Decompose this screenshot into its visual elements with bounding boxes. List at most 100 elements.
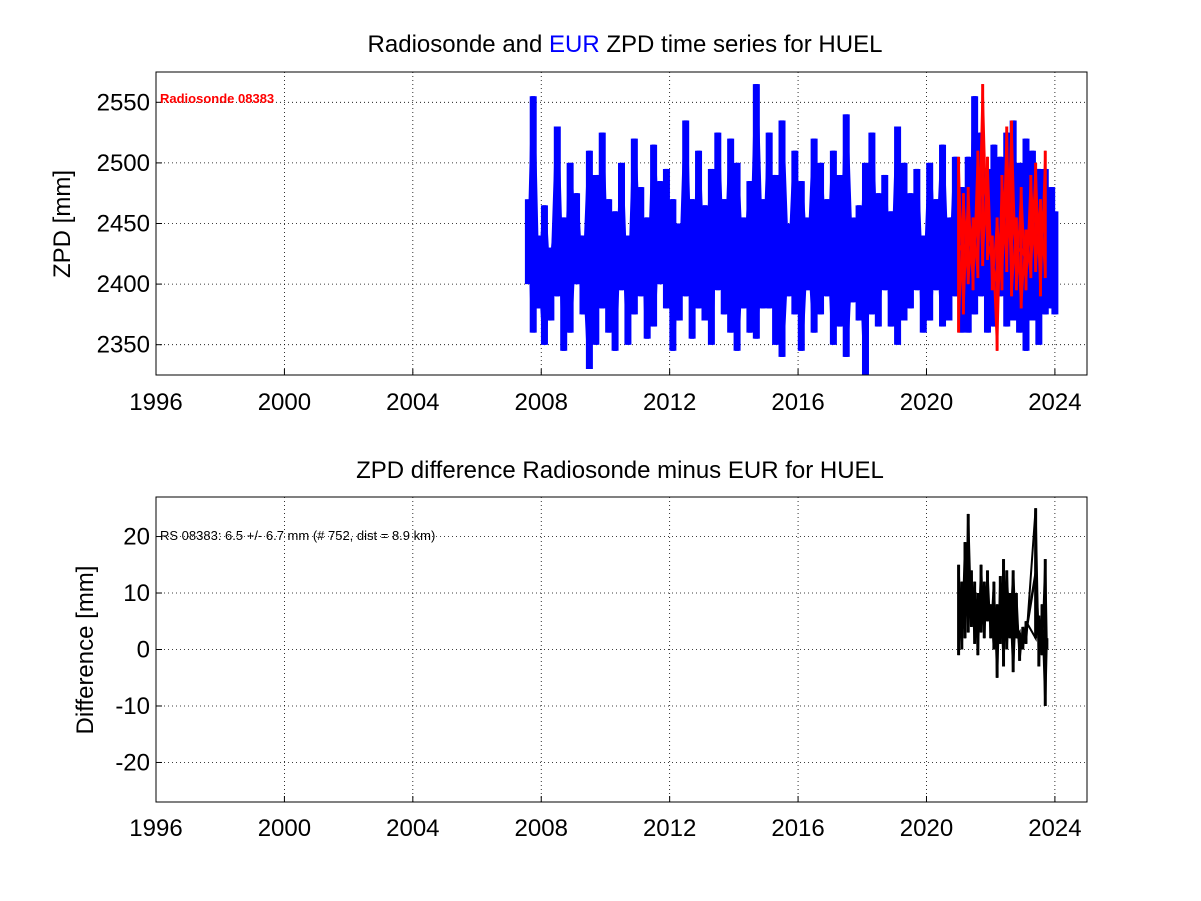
data-segment [625, 138, 637, 345]
data-segment [972, 150, 979, 291]
data-segment [638, 187, 650, 339]
data-segment [927, 162, 939, 321]
x-tick-label: 2008 [515, 815, 568, 842]
x-tick-label: 2000 [258, 815, 311, 842]
data-segment [818, 162, 829, 315]
data-segment [1034, 162, 1042, 297]
series-top-0 [524, 84, 1059, 376]
x-tick-labels-top: 1996 2000 2004 2008 2012 2016 2020 2024 [129, 389, 1081, 416]
data-segment [991, 217, 999, 351]
data-segment [1044, 559, 1048, 707]
x-tick-label: 2004 [386, 389, 439, 416]
series-top-1 [957, 84, 1047, 351]
x-tick-label: 1996 [129, 389, 182, 416]
chart-title-top-part2: EUR [549, 31, 600, 58]
zpd-timeseries-panel: Radiosonde and EUR ZPD time series for H… [49, 31, 1088, 416]
data-segment [805, 138, 817, 333]
data-segment [996, 576, 1002, 678]
x-tick-label: 2016 [771, 389, 824, 416]
data-segment [812, 138, 823, 333]
zpd-difference-panel: ZPD difference Radiosonde minus EUR for … [72, 457, 1088, 842]
data-segment [999, 559, 1005, 667]
data-segment [593, 132, 605, 345]
data-segment [1025, 508, 1037, 644]
data-segment [536, 205, 547, 345]
plot-frame-bottom [155, 496, 1088, 803]
data-segment [960, 542, 967, 650]
data-segment [1025, 174, 1032, 291]
data-segment [696, 150, 707, 321]
data-segment [658, 168, 669, 309]
data-segment [715, 132, 727, 315]
chart-title-bottom: ZPD difference Radiosonde minus EUR for … [356, 457, 884, 484]
series-top [524, 84, 1059, 376]
data-segment [1015, 187, 1023, 309]
x-tick-label: 2024 [1028, 815, 1081, 842]
data-segment [981, 84, 989, 266]
annotation-radiosonde: Radiosonde 08383 [160, 91, 274, 106]
x-tick-label: 2012 [643, 389, 696, 416]
data-segment [921, 162, 932, 333]
data-segment [531, 96, 541, 333]
data-segment [773, 120, 785, 357]
data-segment [747, 84, 759, 339]
x-tick-label: 2016 [771, 815, 824, 842]
data-segment [1018, 626, 1024, 661]
data-segment [983, 570, 989, 639]
data-segment [792, 150, 804, 351]
data-segment [1000, 126, 1008, 291]
x-tick-label: 2000 [258, 389, 311, 416]
series-bottom-0 [957, 508, 1049, 707]
y-tick-label: 2350 [97, 332, 150, 359]
x-tick-label: 2020 [900, 389, 953, 416]
data-segment [568, 162, 579, 333]
data-segment [1049, 187, 1057, 315]
data-segment [850, 205, 862, 321]
data-segment [1034, 508, 1040, 667]
y-tick-label: 2500 [97, 150, 150, 177]
data-segment [989, 581, 995, 650]
data-segment [632, 138, 643, 315]
y-tick-label: -20 [115, 749, 150, 776]
data-segment [992, 581, 999, 678]
data-segment [760, 132, 772, 309]
data-segment [548, 126, 560, 321]
data-segment [735, 162, 746, 351]
y-tick-label: 20 [123, 524, 150, 551]
y-tick-label: 2550 [97, 89, 150, 116]
y-tick-labels-bottom: -20 -10 0 10 20 [115, 524, 150, 777]
data-segment [1041, 559, 1047, 707]
data-segment [831, 150, 842, 345]
y-tick-label: 10 [123, 580, 150, 607]
data-segment [962, 187, 970, 315]
x-tick-label: 2008 [515, 389, 568, 416]
data-segment [964, 513, 970, 639]
data-segment [767, 132, 778, 345]
data-segment [683, 120, 695, 339]
data-segment [587, 150, 598, 370]
data-segment [895, 126, 907, 345]
data-segment [677, 120, 688, 321]
data-segment [1012, 570, 1018, 673]
x-tick-label: 2020 [900, 815, 953, 842]
y-tick-label: 2400 [97, 271, 150, 298]
y-axis-label-top: ZPD [mm] [49, 170, 76, 278]
plot-frame-top [155, 71, 1088, 376]
y-axis-label-bottom: Difference [mm] [72, 566, 99, 735]
data-segment [690, 150, 701, 339]
chart-title-top-part1: Radiosonde and [368, 31, 549, 58]
x-tick-labels-bottom: 1996 2000 2004 2008 2012 2016 2020 2024 [129, 815, 1081, 842]
data-segment [976, 564, 983, 656]
data-segment [1029, 162, 1037, 279]
data-segment [934, 144, 945, 327]
data-segment [824, 150, 836, 345]
x-tick-label: 1996 [129, 815, 182, 842]
data-segment [857, 162, 868, 376]
data-segment [996, 174, 1003, 351]
data-segment [786, 150, 797, 315]
y-tick-label: 0 [137, 637, 150, 664]
data-segment [970, 570, 976, 644]
data-segment [1002, 559, 1008, 667]
data-segment [561, 162, 573, 351]
data-segment [1008, 570, 1015, 673]
